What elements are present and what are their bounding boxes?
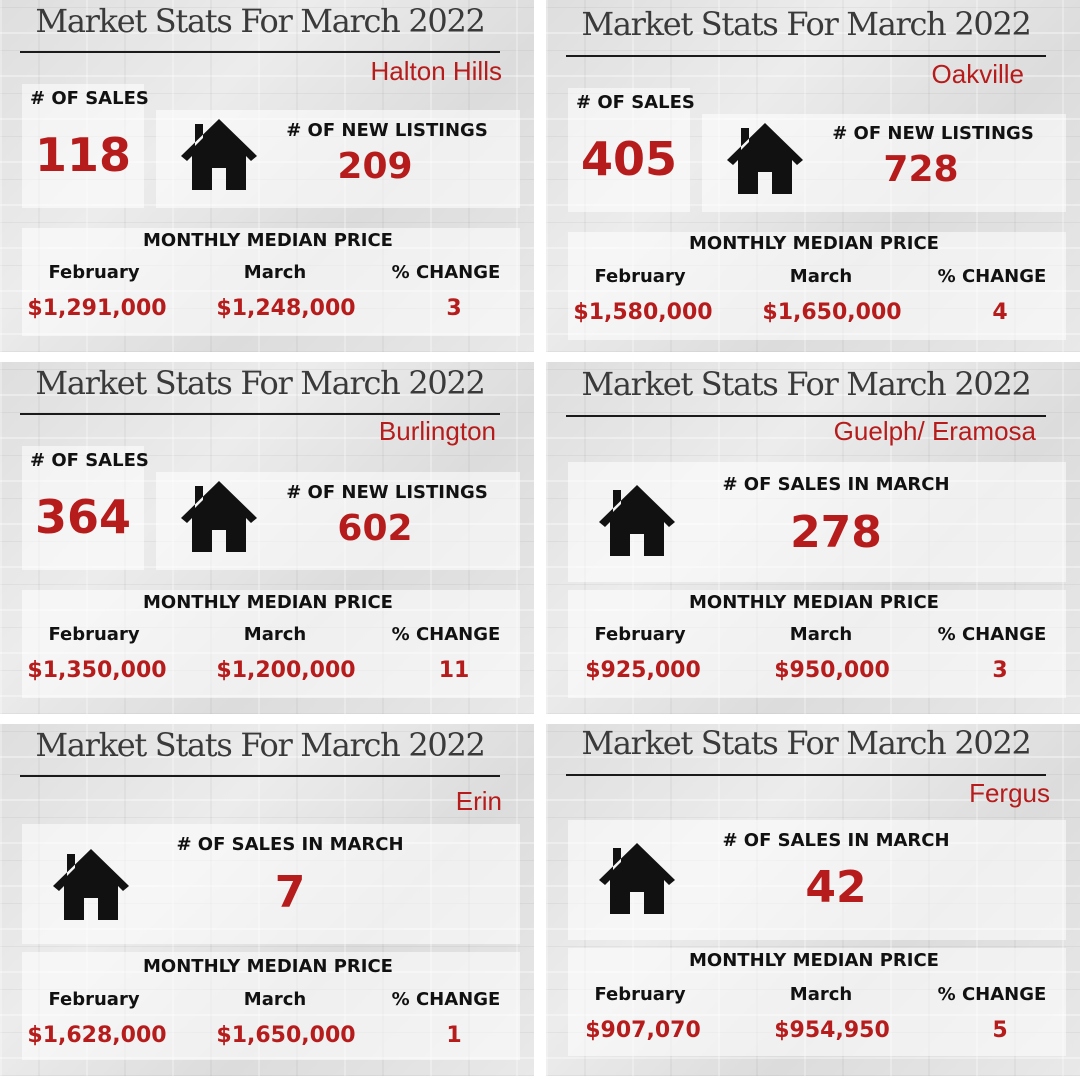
sales-label: # OF SALES [30,450,149,471]
march-sales-label: # OF SALES IN MARCH [176,834,404,855]
new-listings-count: 728 [883,149,959,190]
stats-panel-halton-hills: Market Stats For March 2022 Halton Hills… [0,0,534,352]
title-divider [566,55,1046,57]
sales-label: # OF SALES [30,88,149,109]
march-label: March [789,624,853,645]
march-label: March [243,262,307,283]
panel-title: Market Stats For March 2022 [35,726,485,764]
february-label: February [594,984,686,1005]
median-price-title: MONTHLY MEDIAN PRICE [689,592,939,613]
march-label: March [789,266,853,287]
new-listings-count: 602 [337,508,413,549]
new-listings-label: # OF NEW LISTINGS [286,482,488,503]
stats-panel-fergus: Market Stats For March 2022 Fergus # OF … [546,724,1080,1076]
march-price: $1,248,000 [216,296,356,321]
panel-title: Market Stats For March 2022 [581,724,1031,762]
median-price-title: MONTHLY MEDIAN PRICE [143,230,393,251]
title-divider [566,415,1046,417]
february-price: $1,580,000 [573,300,713,325]
panel-title: Market Stats For March 2022 [35,364,485,402]
sales-box [22,446,144,570]
change-label: % CHANGE [391,624,501,645]
location-name: Burlington [378,416,496,446]
february-label: February [594,266,686,287]
february-label: February [48,989,140,1010]
title-divider [20,775,500,777]
panel-title: Market Stats For March 2022 [581,365,1031,403]
median-box [568,232,1066,340]
new-listings-label: # OF NEW LISTINGS [286,120,488,141]
sales-box [22,84,144,208]
median-box [22,590,520,698]
change-label: % CHANGE [937,266,1047,287]
march-sales-label: # OF SALES IN MARCH [722,830,950,851]
march-sales-label: # OF SALES IN MARCH [722,474,950,495]
sales-count: 118 [34,128,132,182]
panel-title: Market Stats For March 2022 [35,2,485,40]
location-name: Fergus [969,778,1050,808]
february-price: $1,628,000 [27,1023,167,1048]
median-box [22,952,520,1060]
median-price-title: MONTHLY MEDIAN PRICE [143,592,393,613]
february-price: $925,000 [585,658,701,683]
median-box [22,228,520,336]
new-listings-count: 209 [337,146,413,187]
march-price: $1,650,000 [762,300,902,325]
change-label: % CHANGE [937,624,1047,645]
percent-change: 1 [446,1023,462,1048]
location-name: Erin [455,786,502,816]
march-price: $1,650,000 [216,1023,356,1048]
stats-panel-erin: Market Stats For March 2022 Erin # OF SA… [0,724,534,1076]
house-icon [179,478,259,556]
location-name: Oakville [931,59,1024,89]
march-price: $954,950 [774,1018,890,1043]
house-icon [597,482,677,560]
march-price: $950,000 [774,658,890,683]
march-label: March [789,984,853,1005]
march-price: $1,200,000 [216,658,356,683]
house-icon [597,840,677,918]
february-label: February [48,262,140,283]
sales-count: 364 [34,490,132,544]
percent-change: 5 [992,1018,1008,1043]
february-price: $1,350,000 [27,658,167,683]
house-icon [179,116,259,194]
sales-label: # OF SALES [576,92,695,113]
change-label: % CHANGE [937,984,1047,1005]
new-listings-label: # OF NEW LISTINGS [832,123,1034,144]
february-price: $907,070 [585,1018,701,1043]
percent-change: 11 [438,658,470,683]
percent-change: 4 [992,300,1008,325]
sales-count: 405 [580,132,678,186]
title-divider [20,413,500,415]
march-sales-count: 42 [805,862,867,913]
median-price-title: MONTHLY MEDIAN PRICE [143,956,393,977]
median-box [568,948,1066,1056]
stats-panel-oakville: Market Stats For March 2022 Oakville # O… [546,0,1080,352]
march-sales-count: 278 [790,507,882,558]
percent-change: 3 [446,296,462,321]
median-price-title: MONTHLY MEDIAN PRICE [689,233,939,254]
stats-panel-guelph-eramosa: Market Stats For March 2022 Guelph/ Eram… [546,362,1080,714]
median-price-title: MONTHLY MEDIAN PRICE [689,950,939,971]
change-label: % CHANGE [391,989,501,1010]
title-divider [566,774,1046,776]
change-label: % CHANGE [391,262,501,283]
sales-box [568,88,690,212]
february-price: $1,291,000 [27,296,167,321]
february-label: February [48,624,140,645]
percent-change: 3 [992,658,1008,683]
stats-panel-burlington: Market Stats For March 2022 Burlington #… [0,362,534,714]
location-name: Guelph/ Eramosa [833,416,1036,446]
house-icon [51,846,131,924]
march-sales-count: 7 [274,867,306,918]
title-divider [20,51,500,53]
location-name: Halton Hills [370,56,503,86]
panel-title: Market Stats For March 2022 [581,5,1031,43]
house-icon [725,120,805,198]
february-label: February [594,624,686,645]
median-box [568,590,1066,698]
march-label: March [243,624,307,645]
march-label: March [243,989,307,1010]
